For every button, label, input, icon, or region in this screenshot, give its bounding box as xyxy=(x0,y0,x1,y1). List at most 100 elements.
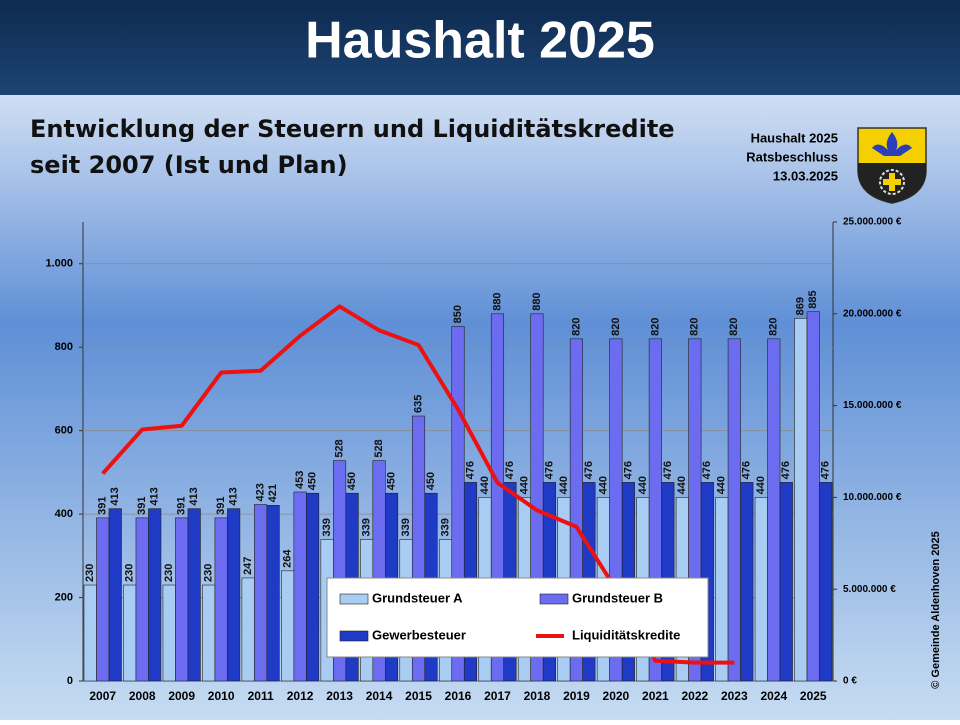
data-label: 476 xyxy=(820,461,832,479)
legend-label: Grundsteuer B xyxy=(572,590,663,605)
data-label: 230 xyxy=(124,564,136,582)
y2-tick-label: 15.000.000 € xyxy=(843,400,902,411)
y2-tick-label: 5.000.000 € xyxy=(843,584,896,595)
data-label: 476 xyxy=(662,461,674,479)
x-tick-label: 2018 xyxy=(524,689,551,703)
header-title: Haushalt 2025 xyxy=(305,12,655,70)
x-tick-label: 2017 xyxy=(484,689,511,703)
data-label: 476 xyxy=(701,461,713,479)
coat-of-arms xyxy=(857,127,927,204)
data-label: 476 xyxy=(583,461,595,479)
data-label: 820 xyxy=(728,317,740,335)
bar xyxy=(727,338,741,682)
data-label: 230 xyxy=(203,564,215,582)
x-tick-label: 2014 xyxy=(366,689,393,703)
data-label: 820 xyxy=(570,317,582,335)
data-label: 413 xyxy=(109,487,121,505)
bar xyxy=(806,311,820,682)
x-tick-label: 2012 xyxy=(287,689,314,703)
data-label: 450 xyxy=(346,472,358,490)
bar xyxy=(254,504,268,682)
data-label: 440 xyxy=(518,476,530,494)
y2-tick-label: 10.000.000 € xyxy=(843,492,902,503)
data-label: 230 xyxy=(163,564,175,582)
data-label: 820 xyxy=(610,317,622,335)
data-label: 413 xyxy=(188,487,200,505)
data-label: 339 xyxy=(400,518,412,536)
y-tick-label: 1.000 xyxy=(45,258,73,270)
info-line: 13.03.2025 xyxy=(773,168,838,183)
bar xyxy=(266,505,280,682)
data-label: 339 xyxy=(321,518,333,536)
x-tick-label: 2024 xyxy=(760,689,787,703)
data-label: 450 xyxy=(307,472,319,490)
y-tick-label: 200 xyxy=(55,591,73,603)
data-label: 440 xyxy=(716,476,728,494)
data-label: 391 xyxy=(215,496,227,514)
bar xyxy=(108,508,122,682)
bar xyxy=(162,584,176,682)
x-tick-label: 2011 xyxy=(248,689,274,703)
data-label: 820 xyxy=(649,317,661,335)
x-tick-label: 2023 xyxy=(721,689,748,703)
bar xyxy=(148,508,162,682)
y2-tick-label: 20.000.000 € xyxy=(843,308,902,319)
bar xyxy=(227,508,241,682)
data-label: 450 xyxy=(425,472,437,490)
data-label: 440 xyxy=(558,476,570,494)
bar xyxy=(293,491,307,682)
legend-swatch xyxy=(339,630,369,642)
data-label: 391 xyxy=(136,496,148,514)
legend: Grundsteuer A Grundsteuer B Gewerbesteuer L… xyxy=(326,577,709,658)
legend-swatch xyxy=(339,593,369,605)
data-label: 450 xyxy=(385,472,397,490)
bar xyxy=(306,492,320,682)
bar xyxy=(754,497,768,682)
data-label: 820 xyxy=(768,317,780,335)
data-label: 880 xyxy=(491,292,503,310)
data-label: 391 xyxy=(97,496,109,514)
data-label: 635 xyxy=(412,395,424,413)
data-label: 440 xyxy=(637,476,649,494)
bar xyxy=(794,318,808,682)
y2-tick-label: 0 € xyxy=(843,676,857,687)
y2-tick-label: 25.000.000 € xyxy=(843,217,902,228)
data-label: 476 xyxy=(741,461,753,479)
bar xyxy=(779,482,793,682)
data-label: 440 xyxy=(597,476,609,494)
bar xyxy=(83,584,97,682)
x-tick-label: 2021 xyxy=(642,689,669,703)
x-tick-label: 2020 xyxy=(603,689,630,703)
chart-title: Entwicklung der Steuern und Liquiditätsk… xyxy=(30,115,675,143)
data-label: 247 xyxy=(242,557,254,575)
bar xyxy=(175,517,189,682)
data-label: 421 xyxy=(267,484,279,502)
data-label: 476 xyxy=(504,461,516,479)
info-line: Haushalt 2025 xyxy=(751,130,838,145)
legend-box xyxy=(326,577,709,658)
chart-subtitle: seit 2007 (Ist und Plan) xyxy=(30,151,348,179)
bar xyxy=(281,570,295,682)
bar xyxy=(241,577,255,682)
bar xyxy=(187,508,201,682)
x-tick-label: 2022 xyxy=(681,689,708,703)
data-label: 476 xyxy=(780,461,792,479)
bar xyxy=(214,517,228,682)
x-tick-label: 2019 xyxy=(563,689,590,703)
legend-swatch xyxy=(539,593,569,605)
data-label: 453 xyxy=(294,471,306,489)
y-tick-label: 800 xyxy=(55,341,73,353)
y-tick-label: 0 xyxy=(67,675,73,687)
data-label: 413 xyxy=(149,487,161,505)
data-label: 423 xyxy=(255,483,267,501)
bar xyxy=(715,497,729,682)
bar xyxy=(123,584,137,682)
data-label: 476 xyxy=(464,461,476,479)
x-tick-label: 2025 xyxy=(800,689,827,703)
data-label: 440 xyxy=(676,476,688,494)
data-label: 528 xyxy=(333,439,345,457)
x-tick-label: 2013 xyxy=(326,689,353,703)
y-tick-label: 400 xyxy=(55,508,73,520)
copyright: © Gemeinde Aldenhoven 2025 xyxy=(930,531,942,688)
